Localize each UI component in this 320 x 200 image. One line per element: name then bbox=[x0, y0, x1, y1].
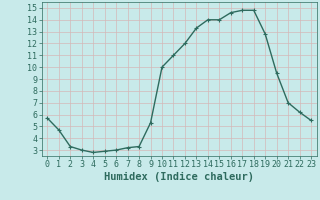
X-axis label: Humidex (Indice chaleur): Humidex (Indice chaleur) bbox=[104, 172, 254, 182]
